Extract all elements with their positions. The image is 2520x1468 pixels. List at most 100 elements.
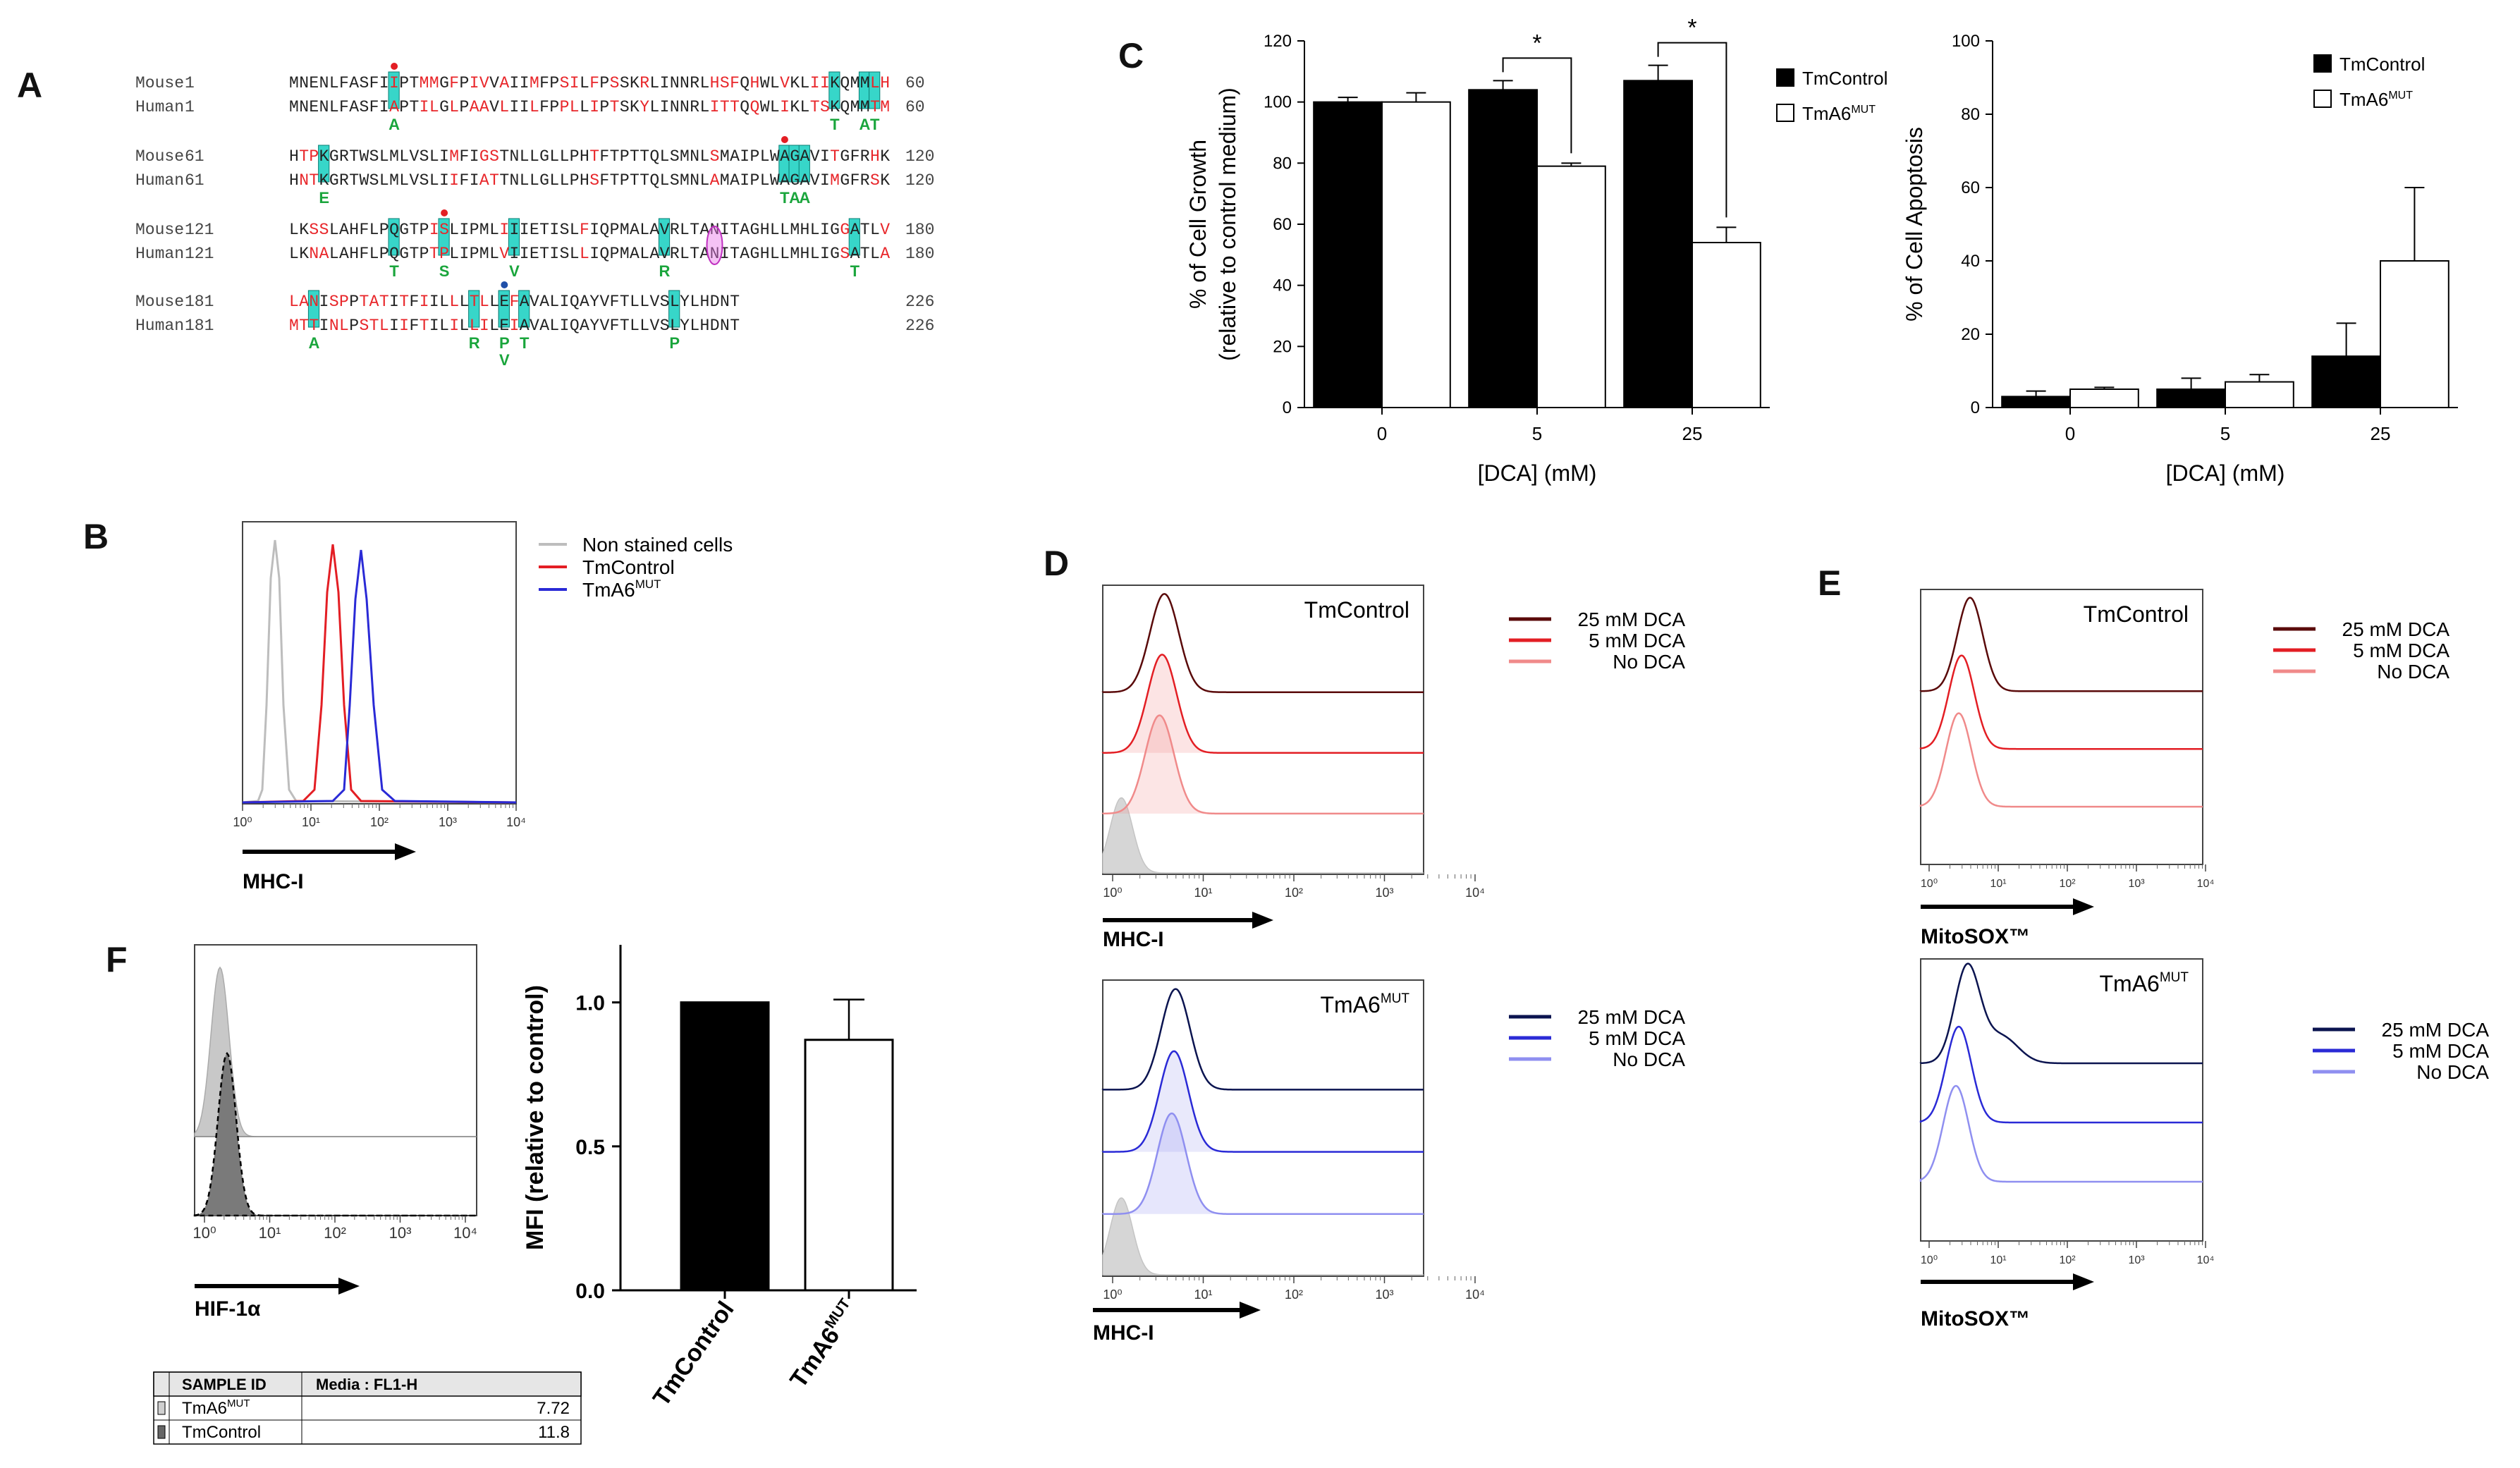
end-position: 120 [905, 171, 934, 190]
histogram-5-mm-dca [1919, 1025, 2203, 1124]
axis-tick-label: 10⁴ [1465, 886, 1485, 900]
legend-label: TmA6MUT [2339, 89, 2413, 110]
y-tick-label: 80 [1273, 154, 1292, 173]
histogram-fill [1103, 1113, 1424, 1214]
panel-b: B 10⁰ 10¹ 10² 10³ 10⁴ MHC-I Non stained cell… [0, 494, 846, 917]
histogram-title: TmControl [2084, 601, 2189, 627]
substitution-label: T [870, 116, 880, 133]
conserved-highlight [388, 218, 400, 256]
conserved-highlight [468, 290, 480, 328]
species-label: Mouse [135, 221, 184, 239]
species-label: Human [135, 171, 184, 190]
substitution-label: P [669, 334, 680, 352]
axis-tick-label: 10² [1285, 886, 1303, 900]
axis-tick-label: 10³ [389, 1224, 412, 1242]
y-tick-label: 40 [1961, 252, 1980, 271]
bar-tmcontrol [680, 1001, 770, 1292]
bar-tma6mut [1692, 242, 1761, 408]
histogram-tmcontrol [242, 544, 517, 804]
histogram-no-dca [1101, 714, 1424, 815]
bar-tmcontrol [1623, 80, 1694, 408]
panel-c-charts: 0 20 40 60 80 100 120 0 5 25 TmControl TmA6MUT [DCA]… [1185, 15, 2458, 486]
bar-tmcontrol [2311, 355, 2381, 409]
significance-star: * [1532, 30, 1541, 56]
substitution-label: S [439, 262, 450, 280]
x-axis-label: [DCA] (mM) [1478, 460, 1597, 486]
bar-tmcontrol [2156, 389, 2226, 408]
y-tick-label: 20 [1273, 337, 1292, 356]
conserved-highlight [828, 71, 840, 109]
histogram-5-mm-dca [1101, 654, 1424, 754]
legend-label: 25 mM DCA [2342, 618, 2450, 640]
axis-tick-label: 10⁰ [1921, 878, 1938, 890]
legend-label: TmControl [1802, 68, 1888, 89]
start-position: 1 [185, 98, 195, 116]
end-position: 226 [905, 317, 934, 335]
end-position: 180 [905, 221, 934, 239]
x-axis-label: HIF-1α [195, 1297, 261, 1321]
histogram-no-dca [1919, 712, 2203, 808]
species-label: Human [135, 317, 184, 335]
axis-tick-label: 10² [1285, 1287, 1303, 1302]
y-tick-label: 0 [1971, 398, 1980, 417]
axis-tick-label: 10⁴ [453, 1224, 477, 1242]
substitution-label: P [499, 334, 510, 352]
bar-tma6mut [2225, 381, 2294, 408]
sequence-row: MNENLFASFIIPTMMGFPIVVAIIMFPSILFPSSKRLINN… [289, 74, 890, 92]
histogram-frame [1102, 979, 1424, 1277]
axis-tick-label: 10⁰ [233, 815, 252, 829]
panel-c: C 0 20 40 60 80 100 120 0 5 25 TmControl TmA6MUT [DC… [1100, 0, 2520, 508]
y-tick-label: 100 [1264, 93, 1292, 112]
legend-label: 25 mM DCA [1578, 1006, 1686, 1028]
axis-tick-label: 10⁴ [1465, 1287, 1485, 1302]
histogram-25-mm-dca [1919, 962, 2203, 1065]
histogram-title: TmA6MUT [2100, 970, 2189, 996]
x-category-label: 0 [2065, 423, 2075, 444]
substitution-label: A [860, 116, 871, 133]
glycosylation-site [706, 226, 723, 265]
histogram-title: TmControl [1304, 597, 1409, 623]
legend-swatch [1776, 104, 1794, 122]
axis-tick-label: 10¹ [1990, 878, 2006, 890]
conserved-highlight [658, 218, 671, 256]
table-header: Media : FL1-H [316, 1376, 417, 1393]
axis-tick-label: 10¹ [1194, 1287, 1212, 1302]
substitution-label: T [830, 116, 840, 133]
axis-tick-label: 10⁴ [2197, 1254, 2215, 1266]
panel-c-label: C [1118, 36, 1144, 75]
axis-tick-label: 10² [2059, 878, 2076, 890]
legend-tma6mut: TmA6MUT [582, 577, 661, 601]
sequence-row: MNENLFASFIAPTILGLPAAVLIILFPPLLIPTSKYLINN… [289, 98, 890, 116]
legend-label: No DCA [2416, 1061, 2489, 1083]
conserved-highlight [498, 290, 510, 328]
conserved-highlight [388, 71, 400, 109]
panel-a: A Mouse 1 MNENLFASFIIPTMMGFPIVVAIIMFPSILFP… [0, 0, 1114, 494]
legend-label: 5 mM DCA [1589, 630, 1685, 652]
legend-label: 5 mM DCA [2353, 640, 2449, 661]
x-category-label: 0 [1377, 423, 1387, 444]
site-marker [501, 281, 508, 288]
histogram-fill [1103, 1051, 1424, 1152]
axis-tick-label: 10⁰ [1921, 1254, 1938, 1266]
axis-tick-label: 10⁴ [506, 815, 526, 829]
x-category-label: 25 [2371, 423, 2391, 444]
end-position: 120 [905, 147, 934, 166]
conserved-highlight [869, 71, 881, 109]
sequence-row: HTPKGRTWSLMLVSLIMFIGSTNLLGLLPHTFTPTTQLSM… [289, 147, 890, 166]
axis-tick-label: 10⁰ [1103, 886, 1122, 900]
sequence-row: HNTKGRTWSLMLVSLIIFIATTNLLGLLPHSFTPTTQLSM… [289, 171, 890, 190]
panel-b-label: B [83, 517, 109, 556]
legend-swatch [1776, 68, 1794, 87]
axis-tick-label: 10⁰ [192, 1224, 216, 1242]
y-tick-label: 20 [1961, 325, 1980, 344]
histogram-frame [1920, 958, 2203, 1242]
bar-tma6mut [1381, 101, 1451, 409]
histogram-no-dca [1919, 1084, 2203, 1183]
sample-swatch [157, 1425, 166, 1439]
start-position: 61 [185, 147, 204, 166]
histogram-fill [1103, 654, 1424, 753]
panel-f-figure: 10⁰ 10¹ 10² 10³ 10⁴ HIF-1α SAMPLE ID Media : FL… [153, 944, 917, 1445]
y-tick-label: 100 [1952, 32, 1980, 51]
x-category-label: TmA6MUT [784, 1296, 864, 1393]
